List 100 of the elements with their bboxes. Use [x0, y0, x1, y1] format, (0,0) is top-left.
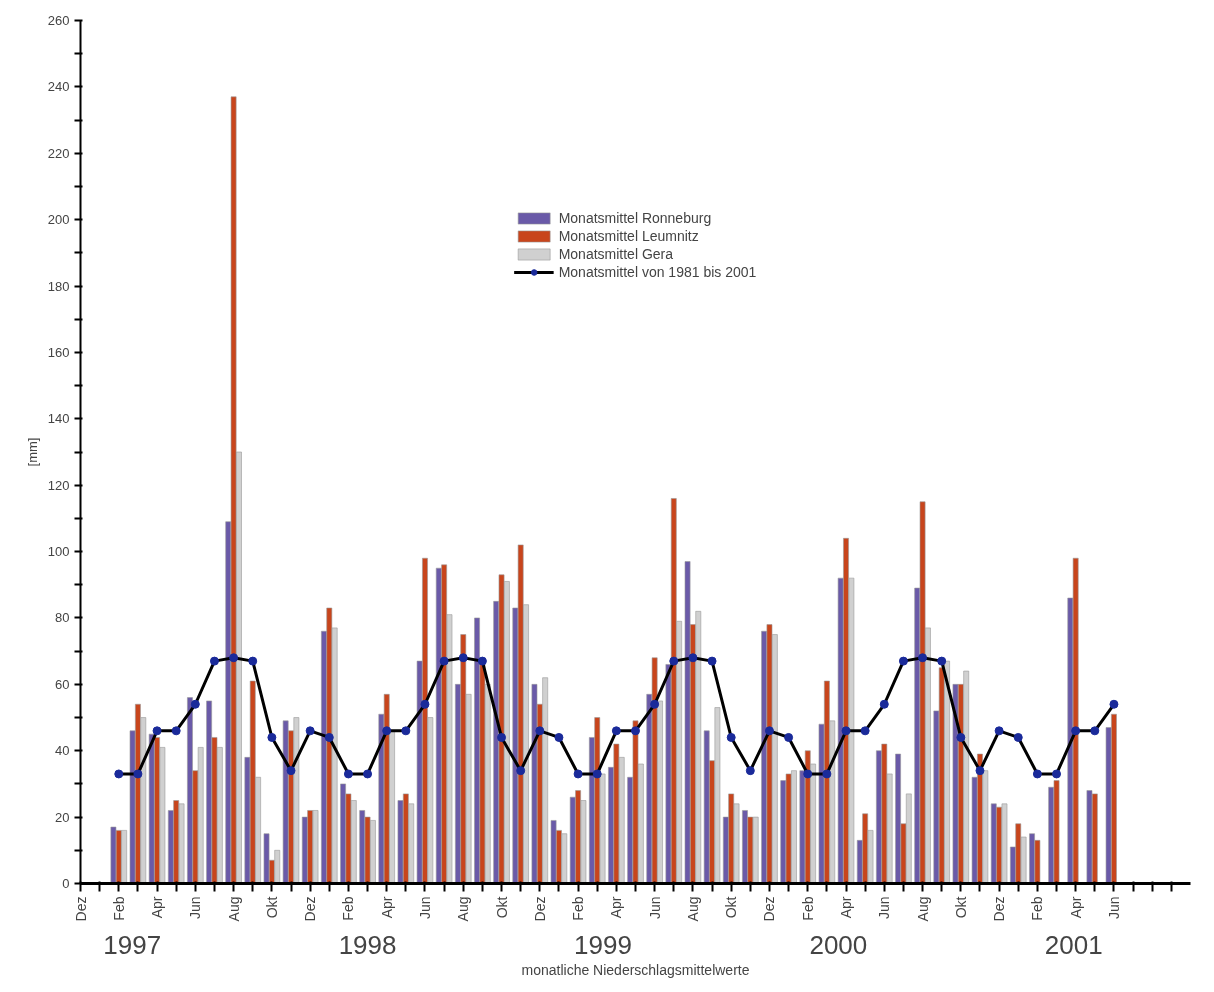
y-axis-title: [mm]: [24, 437, 40, 467]
text: 1999: [574, 929, 632, 960]
x-tick-label: Aug: [914, 896, 931, 922]
point: [190, 699, 200, 709]
y-tick-label: 0: [62, 876, 70, 891]
x-axis-title: monatliche Niederschlagsmittelwerte: [521, 961, 750, 978]
text: 2000: [809, 929, 868, 960]
x-tick-label: Jun: [646, 896, 663, 920]
point: [860, 726, 870, 736]
bar: [952, 684, 959, 884]
x-tick-label: Feb: [1029, 896, 1046, 921]
point: [631, 726, 640, 736]
point: [477, 656, 487, 666]
bar: [684, 561, 691, 884]
point: [554, 732, 564, 742]
x-tick-label: Aug: [455, 896, 472, 922]
point: [573, 769, 583, 779]
y-tick-label: 140: [47, 411, 70, 427]
legend-label: Monatsmittel Ronneburg: [558, 210, 712, 226]
point: [516, 766, 526, 776]
y-tick-label: 20: [55, 809, 70, 825]
point: [994, 726, 1004, 736]
y-tick-label: 100: [47, 544, 70, 560]
point: [784, 732, 794, 742]
x-tick-label: Apr: [378, 896, 395, 919]
point: [439, 656, 449, 666]
x-tick-label: Aug: [684, 896, 701, 922]
point: [248, 656, 258, 666]
x-tick-label: Jun: [1105, 896, 1122, 920]
point: [1090, 726, 1100, 736]
y-tick-label: 240: [47, 79, 70, 95]
point: [688, 653, 698, 663]
bar: [531, 684, 538, 884]
point: [343, 769, 353, 779]
point: [956, 732, 966, 742]
y-tick-label: 220: [47, 145, 70, 161]
point: [286, 766, 296, 776]
point: [420, 699, 430, 709]
point: [822, 769, 832, 779]
point: [764, 726, 774, 736]
x-tick-label: Jun: [416, 896, 433, 920]
point: [305, 726, 315, 736]
x-tick-label: Okt: [952, 896, 969, 919]
x-tick-label: Feb: [110, 896, 127, 921]
bar: [110, 826, 117, 884]
point: [898, 656, 908, 666]
y-tick-label: 260: [47, 13, 70, 28]
x-tick-label: Feb: [340, 896, 357, 921]
bar: [187, 697, 193, 884]
point: [707, 656, 717, 666]
x-tick-label: Aug: [225, 896, 242, 922]
point: [363, 769, 373, 779]
point: [401, 726, 411, 736]
y-tick-label: 60: [55, 676, 70, 692]
y-tick-label: 80: [55, 610, 70, 626]
x-tick-label: Okt: [723, 896, 740, 919]
x-tick-label: Jun: [187, 896, 204, 920]
point: [1032, 769, 1042, 779]
point: [324, 732, 334, 742]
legend-label: Monatsmittel Gera: [558, 246, 674, 262]
x-tick-label: Dez: [531, 896, 548, 922]
point: [171, 726, 181, 736]
x-tick-label: Feb: [570, 896, 587, 921]
x-tick-label: Dez: [302, 896, 319, 922]
point: [975, 766, 985, 776]
point: [1071, 726, 1081, 736]
legend-label: Monatsmittel von 1981 bis 2001: [558, 264, 757, 280]
x-tick-label: Dez: [991, 896, 1008, 922]
point: [803, 769, 813, 779]
point: [382, 726, 392, 736]
point: [611, 726, 621, 736]
point: [1109, 699, 1119, 709]
y-tick-label: 180: [47, 278, 70, 294]
point: [152, 726, 162, 736]
x-tick-label: Dez: [72, 896, 89, 922]
point: [669, 656, 679, 666]
x-tick-label: Apr: [608, 896, 625, 919]
x-tick-label: Okt: [493, 896, 510, 919]
point: [745, 766, 755, 776]
point: [458, 653, 468, 663]
point: [1052, 769, 1062, 779]
point: [267, 732, 277, 742]
legend-label: Monatsmittel Leumnitz: [558, 228, 699, 244]
point: [650, 699, 660, 709]
x-tick-label: Apr: [149, 896, 166, 919]
bar: [263, 833, 270, 884]
point: [841, 726, 851, 736]
point: [497, 732, 507, 742]
text: 1998: [338, 929, 397, 960]
point: [726, 732, 736, 742]
y-tick-label: 160: [47, 344, 70, 360]
point: [937, 656, 947, 666]
point: [1013, 732, 1023, 742]
point: [918, 653, 928, 663]
x-tick-label: Dez: [761, 896, 778, 922]
y-tick-label: 120: [47, 477, 70, 493]
text: 2001: [1044, 929, 1103, 960]
x-tick-label: Feb: [799, 896, 816, 921]
point: [114, 769, 124, 779]
point: [209, 656, 219, 666]
